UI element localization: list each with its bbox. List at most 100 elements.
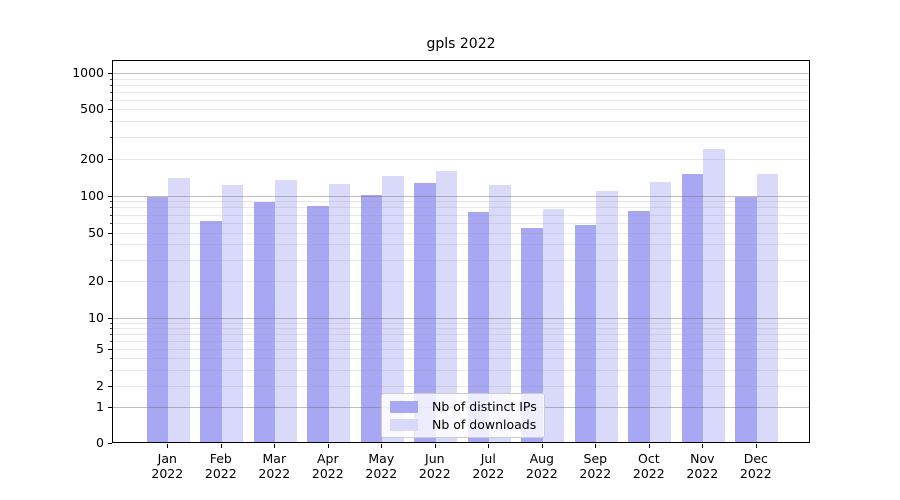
- y-grid-minor: [113, 259, 809, 261]
- y-grid-minor: [113, 327, 809, 329]
- x-tick-label-line: Jun: [425, 451, 445, 466]
- y-minor-tick-mark: [110, 78, 112, 80]
- y-tick-mark: [108, 281, 112, 282]
- x-tick-label: Sep 2022: [563, 451, 627, 481]
- y-grid-major: [113, 195, 809, 197]
- y-grid-minor: [113, 232, 809, 234]
- y-tick-mark: [108, 386, 112, 387]
- y-grid-minor: [113, 386, 809, 387]
- legend-swatch: [390, 400, 418, 413]
- legend-swatch: [390, 418, 418, 431]
- x-tick-label: Oct 2022: [617, 451, 681, 481]
- bar-distinct-ips: [628, 210, 650, 442]
- x-tick-label-line: Nov: [690, 451, 715, 466]
- x-tick-label-line: Jul: [480, 451, 496, 466]
- y-tick-label: 100: [80, 187, 104, 203]
- plot-frame: [112, 60, 810, 443]
- bar-downloads: [596, 191, 618, 442]
- legend-label: Nb of downloads: [432, 417, 537, 432]
- x-tick-label: Mar 2022: [242, 451, 306, 481]
- bar-distinct-ips: [574, 224, 597, 442]
- bar-downloads: [489, 184, 511, 442]
- bar-downloads: [275, 179, 297, 442]
- bar-downloads: [649, 182, 672, 442]
- y-minor-tick-mark: [110, 214, 112, 216]
- bar-downloads: [435, 170, 458, 442]
- x-tick-label-line: Sep: [583, 451, 608, 466]
- y-minor-tick-mark: [110, 207, 112, 209]
- x-tick-mark: [274, 444, 276, 448]
- y-grid-minor: [113, 159, 809, 160]
- y-minor-tick-mark: [110, 333, 112, 335]
- bar-downloads: [382, 176, 404, 442]
- y-tick-label: 10: [88, 310, 104, 325]
- legend-label: Nb of distinct IPs: [432, 399, 537, 414]
- y-grid-minor: [113, 121, 809, 123]
- y-grid-minor: [113, 333, 809, 335]
- x-tick-mark: [167, 444, 169, 448]
- y-minor-tick-mark: [110, 369, 112, 371]
- bar-distinct-ips: [307, 206, 329, 442]
- y-tick-mark: [108, 443, 112, 444]
- y-grid-major: [113, 318, 809, 319]
- x-tick-label-line: 2022: [204, 466, 237, 481]
- bar-downloads: [756, 173, 779, 442]
- y-grid-major: [113, 73, 809, 74]
- y-grid-minor: [113, 369, 809, 371]
- y-grid-minor: [113, 244, 809, 246]
- bar-distinct-ips: [360, 194, 383, 442]
- bar-distinct-ips: [735, 196, 757, 442]
- bar-downloads: [703, 149, 725, 442]
- legend: Nb of distinct IPs Nb of downloads: [381, 393, 545, 438]
- x-tick-mark: [541, 444, 543, 448]
- x-tick-mark: [488, 444, 490, 448]
- y-grid-minor: [113, 322, 809, 324]
- x-tick-label: Apr 2022: [296, 451, 360, 481]
- y-tick-label: 200: [80, 151, 104, 166]
- y-tick-mark: [108, 349, 112, 350]
- x-tick-label-line: 2022: [258, 466, 291, 481]
- y-grid-minor: [113, 78, 809, 80]
- y-grid-minor: [113, 281, 809, 282]
- y-tick-mark: [108, 318, 112, 319]
- x-tick-mark: [434, 444, 436, 448]
- y-minor-tick-mark: [110, 322, 112, 324]
- x-tick-mark: [327, 444, 329, 448]
- x-tick-label: Jun 2022: [403, 451, 467, 481]
- y-grid-minor: [113, 349, 809, 350]
- x-tick-label-line: Apr: [316, 451, 339, 466]
- y-tick-label: 5: [96, 341, 104, 356]
- y-minor-tick-mark: [110, 222, 112, 224]
- y-minor-tick-mark: [110, 137, 112, 138]
- y-grid-minor: [113, 358, 809, 359]
- y-minor-tick-mark: [110, 84, 112, 86]
- bar-distinct-ips: [146, 197, 169, 442]
- y-tick-label: 1: [96, 399, 104, 414]
- y-grid-minor: [113, 99, 809, 101]
- y-grid-minor: [113, 201, 809, 203]
- x-tick-label: Dec 2022: [724, 451, 788, 481]
- x-tick-mark: [595, 444, 597, 448]
- x-tick-label-line: Aug: [529, 451, 554, 466]
- y-grid-minor: [113, 214, 809, 216]
- y-minor-tick-mark: [110, 91, 112, 93]
- y-grid-minor: [113, 84, 809, 86]
- x-tick-label-line: 2022: [472, 466, 505, 481]
- y-grid-minor: [113, 207, 809, 209]
- y-tick-mark: [108, 109, 112, 111]
- y-minor-tick-mark: [110, 259, 112, 261]
- x-tick-label-line: 2022: [632, 466, 665, 481]
- y-grid-minor: [113, 340, 809, 342]
- y-minor-tick-mark: [110, 327, 112, 329]
- x-tick-label-line: Feb: [209, 451, 232, 466]
- x-tick-label-line: Oct: [637, 451, 660, 466]
- bar-distinct-ips: [253, 202, 276, 442]
- bar-distinct-ips: [681, 173, 704, 442]
- x-tick-label: May 2022: [349, 451, 413, 481]
- x-tick-label-line: 2022: [686, 466, 719, 481]
- y-tick-label: 1000: [72, 65, 104, 80]
- y-tick-label: 2: [96, 378, 104, 393]
- bar-downloads: [328, 184, 351, 442]
- x-tick-mark: [648, 444, 650, 448]
